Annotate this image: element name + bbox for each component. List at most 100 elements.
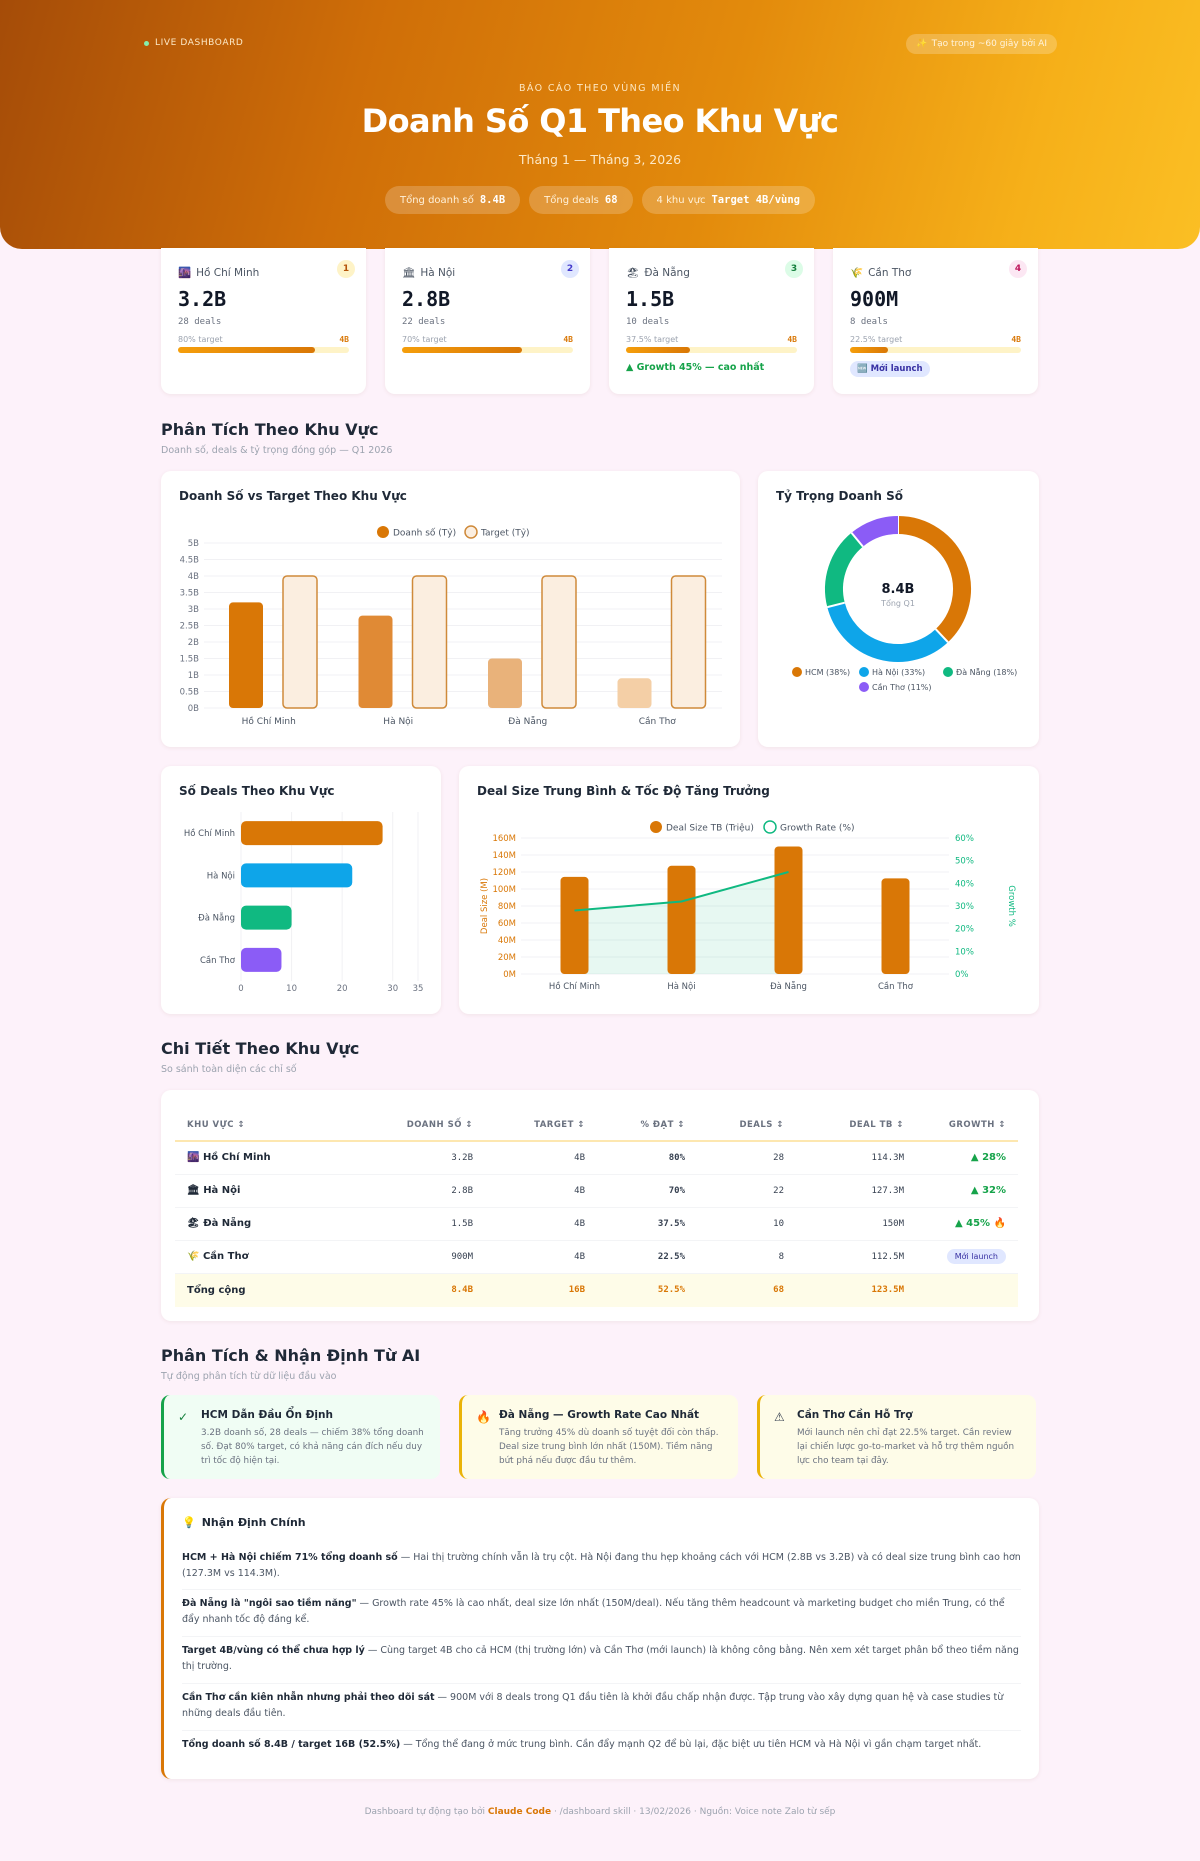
total-target: 16B [473,1273,585,1307]
sort-header-target[interactable]: TARGET ↕ [473,1109,585,1142]
target-cell: 4B [473,1207,585,1241]
chart-title: Deal Size Trung Bình & Tốc Độ Tăng Trưởn… [477,784,770,798]
note-lead: Target 4B/vùng có thể chưa hợp lý [182,1645,365,1656]
regions-target-pill: 4 khu vực Target 4B/vùng [641,186,815,214]
avg-deal-cell: 150M [784,1207,904,1241]
revenue-bar [358,615,393,708]
growth-cell: ▲ 32% [904,1174,1018,1208]
target-cell: 4B [473,1240,585,1274]
kpi-progress-fill [178,347,315,353]
y2-axis-label: Growth % [1006,885,1016,927]
y-tick-label: 3B [188,605,199,615]
insight-body: Mới launch nên chỉ đạt 22.5% target. Cần… [797,1428,1015,1466]
target-bar [411,575,448,709]
note-lead: HCM + Hà Nội chiếm 71% tổng doanh số [182,1552,398,1563]
sort-header-region[interactable]: KHU VỰC ↕ [175,1109,347,1142]
kpi-card-hanoi[interactable]: 🏛 Hà Nội 2 2.8B 22 deals 70% target 4B [385,248,590,394]
deals-bar [241,863,353,888]
beach-icon: 🏖 [626,267,640,279]
city-icon: 🌆 [187,1152,200,1164]
kpi-progress-bar [850,347,1021,353]
sort-header-pct[interactable]: % ĐẠT ↕ [585,1109,685,1142]
key-insights-heading: 💡 Nhận Định Chính [182,1516,306,1529]
x-tick-label: Hồ Chí Minh [242,716,296,727]
kpi-target-row: 37.5% target 4B [626,335,797,344]
live-label: LIVE DASHBOARD [155,38,244,48]
kpi-target-value: 4B [563,335,573,344]
rank-badge: 2 [561,260,579,278]
y-tick-label: 4.5B [180,556,200,566]
pct-cell: 22.5% [585,1240,685,1274]
target-bar [670,575,707,709]
region-cell: 🌾 Cần Thơ [175,1240,347,1274]
revenue-vs-target-card: Doanh Số vs Target Theo Khu Vực 0B 0.5B 1B… [161,471,740,747]
kpi-deals: 8 deals [850,317,888,327]
y-tick-label: 20M [498,953,516,963]
y-tick-label: Hà Nội [207,870,235,881]
kpi-target-text: 37.5% target [626,335,679,344]
legend-swatch-target [464,525,478,539]
kpi-region-name: Cần Thơ [868,266,912,279]
x-tick-label: 20 [337,984,348,994]
insight-title: Đà Nẵng — Growth Rate Cao Nhất [499,1409,700,1421]
revenue-cell: 900M [347,1240,473,1274]
deal-size-bar [560,876,589,974]
kpi-target-row: 22.5% target 4B [850,335,1021,344]
kpi-target-value: 4B [787,335,797,344]
rank-badge: 1 [337,260,355,278]
pct-cell: 37.5% [585,1207,685,1241]
table-row: 🏖 Đà Nẵng 1.5B 4B 37.5% 10 150M ▲ 45% 🔥 [175,1207,1018,1241]
kpi-target-row: 80% target 4B [178,335,349,344]
note-divider [182,1589,1021,1590]
new-launch-text: Mới launch [870,364,923,374]
kpi-card-hcm[interactable]: 🌆 Hồ Chí Minh 1 3.2B 28 deals 80% target 4… [161,248,366,394]
note-divider [182,1730,1021,1731]
ai-badge-text: Tạo trong ~60 giây bởi AI [931,39,1047,49]
kpi-progress-fill [626,347,691,353]
kpi-card-danang[interactable]: 🏖 Đà Nẵng 3 1.5B 10 deals 37.5% target 4B … [609,248,814,394]
avg-deal-cell: 112.5M [784,1240,904,1274]
rank-badge: 4 [1009,260,1027,278]
legend-label-target: Target (Tỷ) [480,529,530,539]
table-row: 🌾 Cần Thơ 900M 4B 22.5% 8 112.5M Mới lau… [175,1240,1018,1274]
detail-table-card: KHU VỰC ↕ DOANH SỐ ↕ TARGET ↕ % ĐẠT ↕ DE… [161,1090,1039,1321]
pill-label: Tổng doanh số [399,194,474,206]
legend-label-growth: Growth Rate (%) [780,824,855,834]
legend-swatch [943,667,953,677]
kpi-deals: 28 deals [178,317,222,327]
sort-header-avg-deal[interactable]: DEAL TB ↕ [784,1109,904,1142]
deals-cell: 22 [685,1174,784,1208]
total-deals-pill: Tổng deals 68 [529,186,633,214]
kpi-card-cantho[interactable]: 🌾 Cần Thơ 4 900M 8 deals 22.5% target 4B 🆕… [833,248,1038,394]
kpi-progress-bar [178,347,349,353]
note-divider [182,1636,1021,1637]
pill-value: 8.4B [479,194,506,206]
sort-header-deals[interactable]: DEALS ↕ [685,1109,784,1142]
sort-header-growth[interactable]: GROWTH ↕ [904,1109,1018,1142]
insight-note: HCM + Hà Nội chiếm 71% tổng doanh số — H… [182,1550,1021,1582]
revenue-bar [617,678,652,708]
growth-line [574,871,789,912]
kpi-value: 1.5B [626,287,675,311]
x-tick-label: 0 [238,984,243,994]
kpi-deals: 22 deals [402,317,446,327]
insight-body: 3.2B doanh số, 28 deals — chiếm 38% tổng… [201,1428,424,1466]
sort-header-revenue[interactable]: DOANH SỐ ↕ [347,1109,473,1142]
footer: Dashboard tự động tạo bởi Claude Code · … [0,1807,1200,1817]
revenue-share-card: Tỷ Trọng Doanh Số 8.4B Tổng Q1 HCM (38%) Hà… [758,471,1039,747]
legend-swatch [792,667,802,677]
table-total-row: Tổng cộng 8.4B 16B 52.5% 68 123.5M [175,1273,1018,1307]
deals-bar [241,905,292,930]
region-cell: 🏖 Đà Nẵng [175,1207,347,1241]
hero-kicker: BÁO CÁO THEO VÙNG MIỀN [518,83,682,94]
growth-cell: ▲ 28% [904,1141,1018,1175]
footer-brand-link[interactable]: Claude Code [487,1807,552,1817]
slice-separator [850,532,864,548]
table-row: 🌆 Hồ Chí Minh 3.2B 4B 80% 28 114.3M ▲ 28… [175,1141,1018,1175]
legend-label-revenue: Doanh số (Tỷ) [393,528,456,539]
kpi-target-value: 4B [339,335,349,344]
legend-label-deal-size: Deal Size TB (Triệu) [666,823,754,834]
rice-icon: 🌾 [187,1251,200,1262]
ai-section-subtitle: Tự động phân tích từ dữ liệu đầu vào [161,1371,337,1382]
